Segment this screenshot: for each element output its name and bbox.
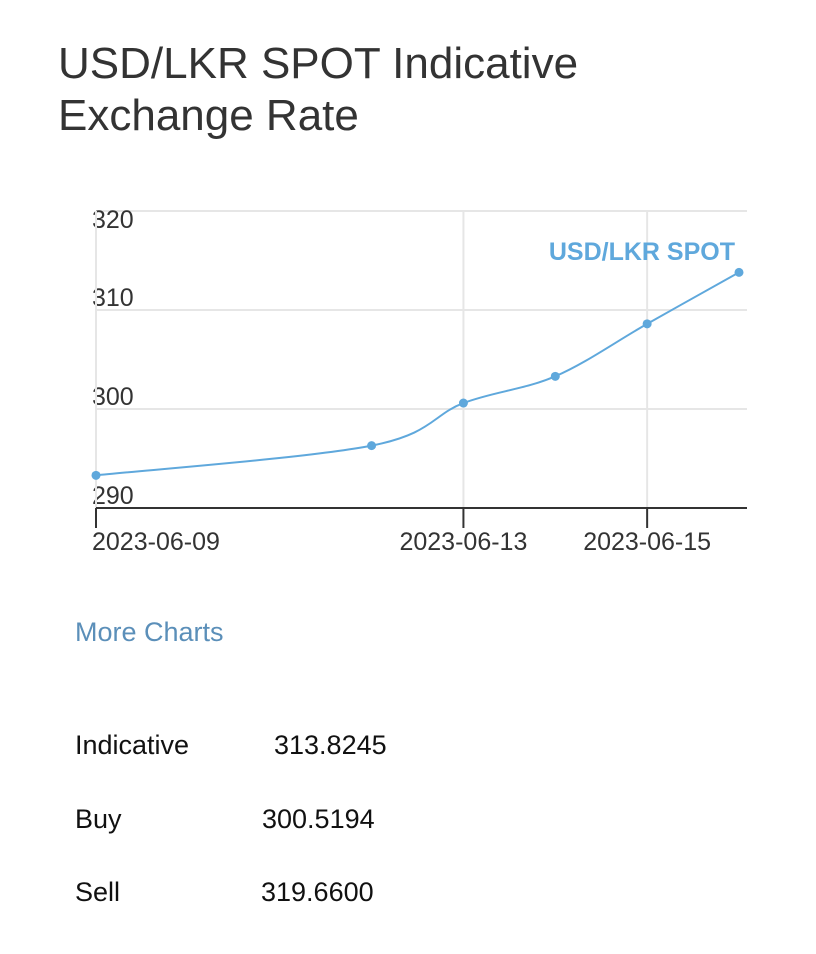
x-tick-label: 2023-06-09: [92, 528, 220, 556]
y-tick-label: 290: [92, 482, 134, 510]
x-tick-label: 2023-06-15: [583, 528, 711, 556]
y-tick-label: 300: [92, 383, 134, 411]
data-point: [367, 441, 377, 451]
data-point: [91, 470, 101, 480]
line-chart: 290 300 310 320 2023-06-09 2023-06-13 2023-06-…: [91, 206, 747, 556]
rate-value-sell: 319.6600: [261, 877, 374, 907]
rate-label-buy: Buy: [75, 804, 122, 834]
rate-label-sell: Sell: [75, 877, 121, 907]
data-point: [734, 267, 744, 277]
data-point: [458, 398, 468, 408]
data-point: [642, 319, 652, 329]
data-point: [550, 371, 560, 381]
y-tick-label: 320: [92, 206, 134, 234]
legend-label: USD/LKR SPOT: [549, 238, 735, 266]
rate-value-buy: 300.5194: [262, 804, 375, 834]
rate-label-indicative: Indicative: [75, 730, 190, 760]
y-tick-label: 310: [92, 284, 134, 312]
page-title-line1: USD/LKR SPOT Indicative: [58, 39, 579, 88]
x-tick-label: 2023-06-13: [399, 528, 527, 556]
more-charts-link[interactable]: More Charts: [75, 617, 224, 647]
page-title: USD/LKR SPOT Indicative Exchange Rate: [58, 38, 758, 142]
series-line: [95, 271, 740, 477]
rate-value-indicative: 313.8245: [274, 730, 387, 760]
page-title-line2: Exchange Rate: [58, 91, 359, 140]
